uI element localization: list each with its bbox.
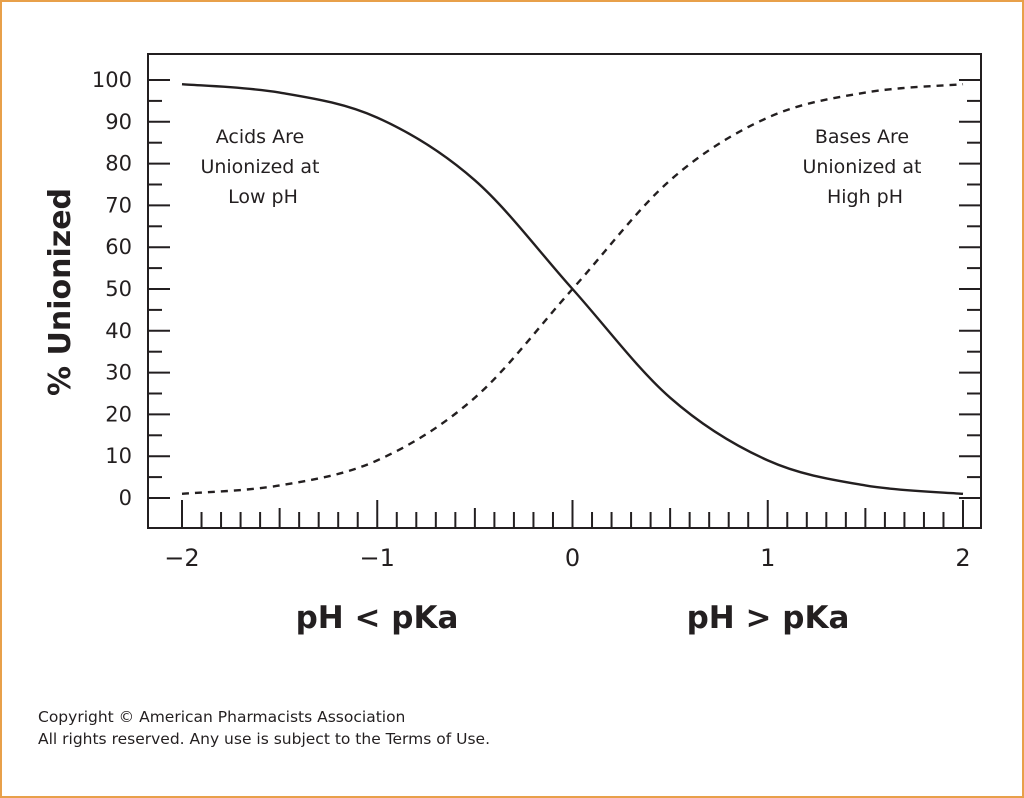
y-tick-labels: 0 10 20 30 40 50 60 70 80 90 100 (92, 68, 132, 510)
region-label-basic: pH > pKa (687, 600, 850, 636)
y-tick-label: 50 (105, 277, 132, 301)
bases-annotation-line1: Bases Are (815, 126, 909, 148)
y-tick-label: 20 (105, 402, 132, 426)
x-tick-labels: −2 −1 0 1 2 (164, 544, 970, 572)
bases-annotation-line3: High pH (827, 186, 903, 208)
y-tick-label: 70 (105, 193, 132, 217)
y-tick-label: 10 (105, 444, 132, 468)
y-tick-label: 100 (92, 68, 132, 92)
bases-annotation: Bases Are Unionized at High pH (802, 126, 927, 208)
x-tick-label: −1 (360, 544, 395, 572)
copyright-line-1: Copyright © American Pharmacists Associa… (38, 708, 405, 726)
x-tick-label: −2 (164, 544, 199, 572)
y-tick-label: 0 (119, 486, 132, 510)
y-tick-label: 30 (105, 361, 132, 385)
region-label-acidic: pH < pKa (296, 600, 459, 636)
axis-ticks (148, 79, 981, 528)
copyright-line-2: All rights reserved. Any use is subject … (38, 730, 490, 748)
acids-annotation-line1: Acids Are (216, 126, 304, 148)
acids-annotation-line2: Unionized at (200, 156, 319, 178)
bases-annotation-line2: Unionized at (802, 156, 921, 178)
acids-annotation-line3: Low pH (228, 186, 298, 208)
y-tick-label: 40 (105, 319, 132, 343)
y-tick-label: 90 (105, 110, 132, 134)
base-curve-dashed (181, 82, 964, 496)
y-tick-label: 60 (105, 235, 132, 259)
x-tick-label: 2 (955, 544, 970, 572)
y-tick-label: 80 (105, 152, 132, 176)
x-tick-label: 1 (760, 544, 775, 572)
curves (181, 82, 964, 496)
acids-annotation: Acids Are Unionized at Low pH (200, 126, 325, 208)
y-axis-label: % Unionized (43, 188, 78, 396)
plot-area (147, 53, 982, 529)
x-tick-label: 0 (565, 544, 580, 572)
